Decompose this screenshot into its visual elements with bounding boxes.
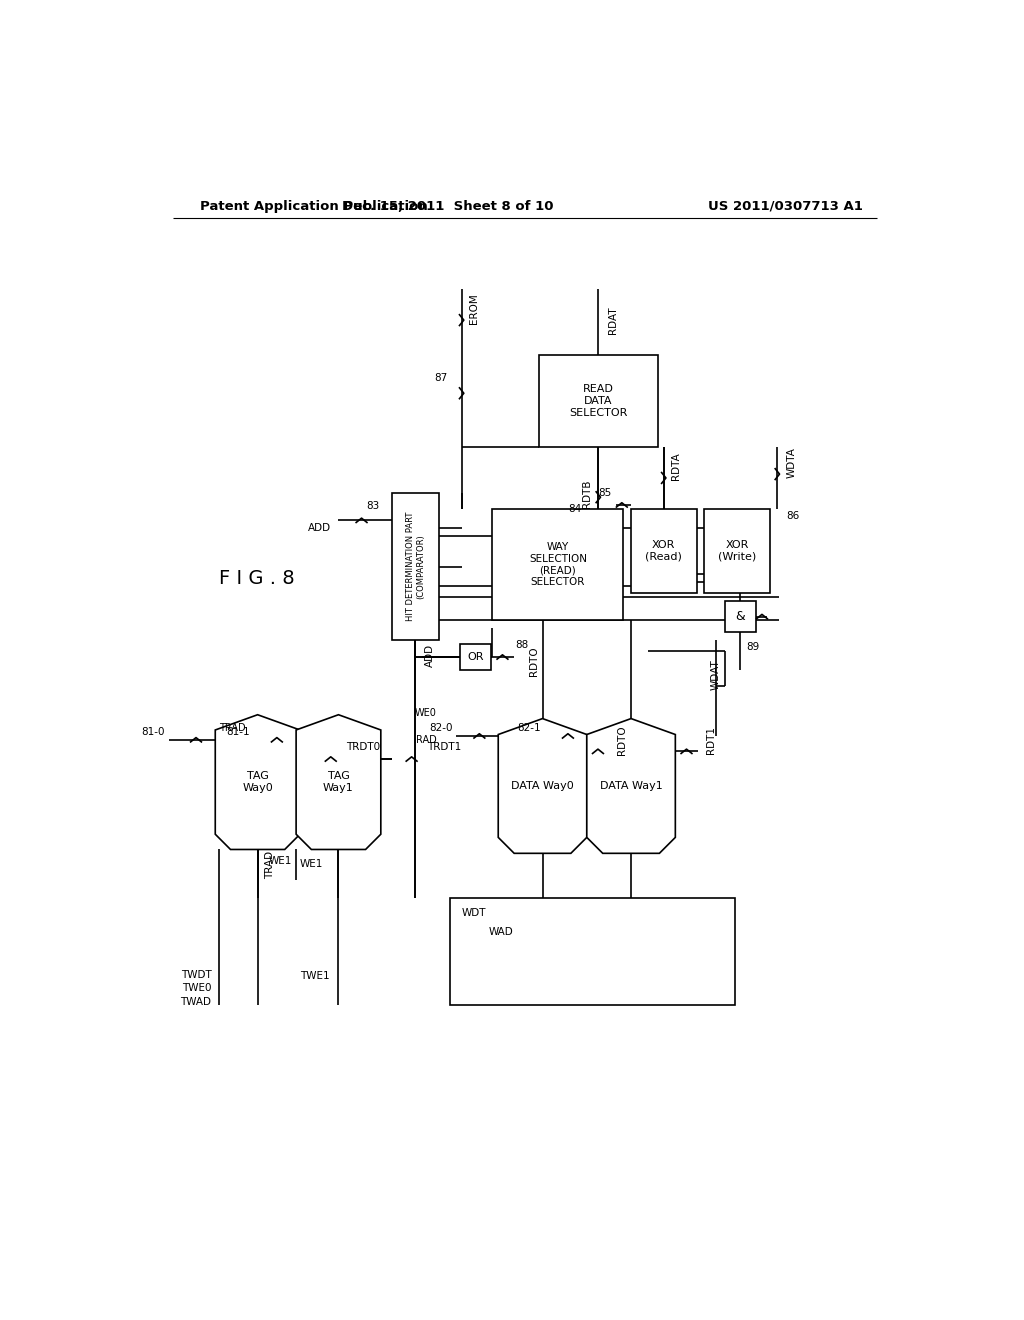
Text: 82-1: 82-1 (517, 723, 541, 733)
Polygon shape (215, 714, 300, 850)
Text: WE1: WE1 (300, 859, 324, 870)
Text: 86: 86 (786, 511, 800, 521)
Text: TRAD: TRAD (265, 850, 275, 879)
Text: WDT: WDT (462, 908, 486, 917)
Text: WAY
SELECTION
(READ)
SELECTOR: WAY SELECTION (READ) SELECTOR (529, 543, 587, 587)
Text: Dec. 15, 2011  Sheet 8 of 10: Dec. 15, 2011 Sheet 8 of 10 (342, 199, 554, 213)
Text: WE0: WE0 (415, 708, 437, 718)
Text: EROM: EROM (469, 293, 479, 323)
Text: TRDT0: TRDT0 (346, 742, 380, 752)
Bar (725, 601, 756, 632)
Text: RDTB: RDTB (583, 479, 592, 508)
Bar (631, 508, 696, 594)
Text: DATA Way0: DATA Way0 (511, 781, 573, 791)
Text: TWAD: TWAD (180, 998, 211, 1007)
Text: OR: OR (467, 652, 483, 661)
Text: TRDT1: TRDT1 (427, 742, 461, 752)
Text: WDTA: WDTA (786, 447, 797, 478)
Text: 89: 89 (746, 643, 760, 652)
Text: 82-0: 82-0 (429, 723, 453, 733)
Text: READ
DATA
SELECTOR: READ DATA SELECTOR (569, 384, 628, 417)
Bar (705, 508, 770, 594)
Bar (451, 898, 735, 1006)
Text: RAD: RAD (417, 735, 437, 744)
Text: ADD: ADD (425, 643, 435, 667)
Text: ADD: ADD (307, 523, 331, 533)
Text: F I G . 8: F I G . 8 (219, 569, 295, 587)
Text: XOR
(Read): XOR (Read) (645, 540, 682, 562)
Text: 81-1: 81-1 (226, 727, 250, 737)
Polygon shape (296, 714, 381, 850)
Text: DATA Way1: DATA Way1 (600, 781, 663, 791)
Text: TWE0: TWE0 (182, 983, 211, 994)
Bar (460, 644, 490, 671)
Text: TAG
Way0: TAG Way0 (243, 771, 273, 793)
Text: &: & (735, 610, 745, 623)
Text: WAD: WAD (488, 927, 513, 937)
Text: RDTO: RDTO (617, 725, 627, 755)
Text: TRAD: TRAD (219, 723, 246, 733)
Text: WDAT: WDAT (711, 659, 721, 689)
Text: RDTO: RDTO (529, 645, 540, 676)
Bar (392, 494, 438, 640)
Text: Patent Application Publication: Patent Application Publication (200, 199, 428, 213)
Text: TWE1: TWE1 (300, 972, 330, 981)
Polygon shape (499, 718, 587, 853)
Text: 87: 87 (434, 372, 447, 383)
Text: 83: 83 (367, 502, 380, 511)
Bar (493, 508, 624, 620)
Polygon shape (587, 718, 676, 853)
Text: WE1: WE1 (269, 855, 292, 866)
Text: 85: 85 (599, 488, 611, 499)
Text: TWDT: TWDT (180, 970, 211, 979)
Text: 88: 88 (515, 640, 528, 651)
Text: US 2011/0307713 A1: US 2011/0307713 A1 (708, 199, 863, 213)
Text: RDAT: RDAT (607, 306, 617, 334)
Text: 81-0: 81-0 (141, 727, 165, 737)
Bar (539, 355, 658, 447)
Text: HIT DETERMINATION PART
(COMPARATOR): HIT DETERMINATION PART (COMPARATOR) (406, 512, 425, 622)
Text: XOR
(Write): XOR (Write) (718, 540, 756, 562)
Text: TAG
Way1: TAG Way1 (324, 771, 354, 793)
Text: RDT1: RDT1 (706, 726, 716, 754)
Text: RDTA: RDTA (672, 453, 682, 480)
Text: 84: 84 (568, 504, 582, 513)
